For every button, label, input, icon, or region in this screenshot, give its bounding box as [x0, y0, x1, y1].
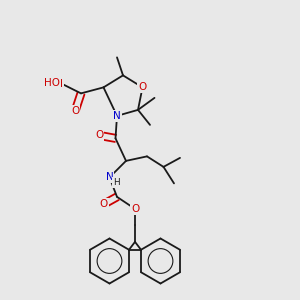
Text: O: O: [131, 204, 139, 214]
Text: O: O: [138, 82, 147, 92]
Text: N: N: [106, 172, 113, 182]
Text: O: O: [95, 130, 103, 140]
Text: O: O: [71, 106, 79, 116]
Text: O: O: [99, 200, 108, 209]
Text: OH: OH: [47, 80, 63, 89]
Text: N: N: [113, 111, 121, 121]
Text: H: H: [113, 178, 119, 187]
Text: HO: HO: [44, 78, 60, 88]
